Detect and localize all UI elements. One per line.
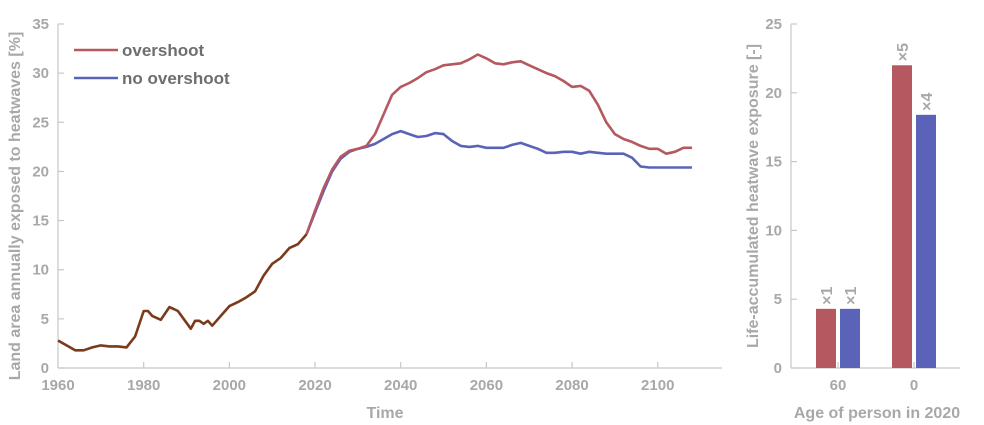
line-chart-x-ticks: 1960 1980 2000 2020 2040 2060 2080 2100 [41,362,674,394]
x-tick-label: 2080 [555,377,588,394]
bar-no-overshoot-0 [916,114,936,368]
bar-chart-bars: ×1 ×1 ×5 ×4 [816,43,936,368]
y-tick-label: 10 [32,262,49,279]
x-tick-label: 0 [910,377,918,394]
x-tick-label: 1960 [41,377,74,394]
line-chart: 0 5 10 15 20 25 30 35 1960 1980 2000 2020 2040 2060 2… [7,16,722,422]
x-tick-label: 1980 [127,377,160,394]
bar-chart-x-ticks: 60 0 [830,362,918,394]
bar-data-label: ×1 [843,286,860,304]
bar-chart-x-label: Age of person in 2020 [794,405,960,422]
bar-no-overshoot-60 [840,308,860,368]
series-line-historical [57,233,308,352]
line-chart-y-ticks: 0 5 10 15 20 25 30 35 [32,16,64,377]
x-tick-label: 60 [830,377,847,394]
y-tick-label: 0 [41,360,49,377]
y-tick-label: 35 [32,16,49,33]
bar-chart-y-label: Life-accumulated heatwave exposure [-] [745,44,762,348]
y-tick-label: 15 [765,154,782,171]
x-tick-label: 2040 [384,377,417,394]
y-tick-label: 10 [765,222,782,239]
y-tick-label: 5 [774,291,782,308]
y-tick-label: 25 [32,114,49,131]
series-line-no-overshoot [305,129,692,235]
bar-data-label: ×4 [919,92,936,110]
line-chart-y-label: Land area annually exposed to heatwaves … [7,32,24,381]
x-tick-label: 2060 [470,377,503,394]
line-chart-x-label: Time [366,405,403,422]
y-tick-label: 20 [765,85,782,102]
y-tick-label: 20 [32,163,49,180]
bar-data-label: ×1 [819,286,836,304]
y-tick-label: 5 [41,311,49,328]
x-tick-label: 2100 [641,377,674,394]
x-tick-label: 2020 [298,377,331,394]
y-tick-label: 15 [32,213,49,230]
bar-chart: 0 5 10 15 20 25 ×1 ×1 ×5 ×4 60 0 Age of person in… [745,16,960,422]
legend-label-overshoot: overshoot [122,41,205,60]
legend-label-no-overshoot: no overshoot [122,69,230,88]
y-tick-label: 0 [774,360,782,377]
line-chart-legend: overshoot no overshoot [74,41,230,88]
bar-data-label: ×5 [895,43,912,61]
series-line-overshoot [305,53,692,235]
y-tick-label: 25 [765,16,782,33]
bar-chart-y-ticks: 0 5 10 15 20 25 [765,16,797,377]
y-tick-label: 30 [32,65,49,82]
bar-overshoot-0 [892,65,912,368]
bar-overshoot-60 [816,308,836,368]
x-tick-label: 2000 [213,377,246,394]
